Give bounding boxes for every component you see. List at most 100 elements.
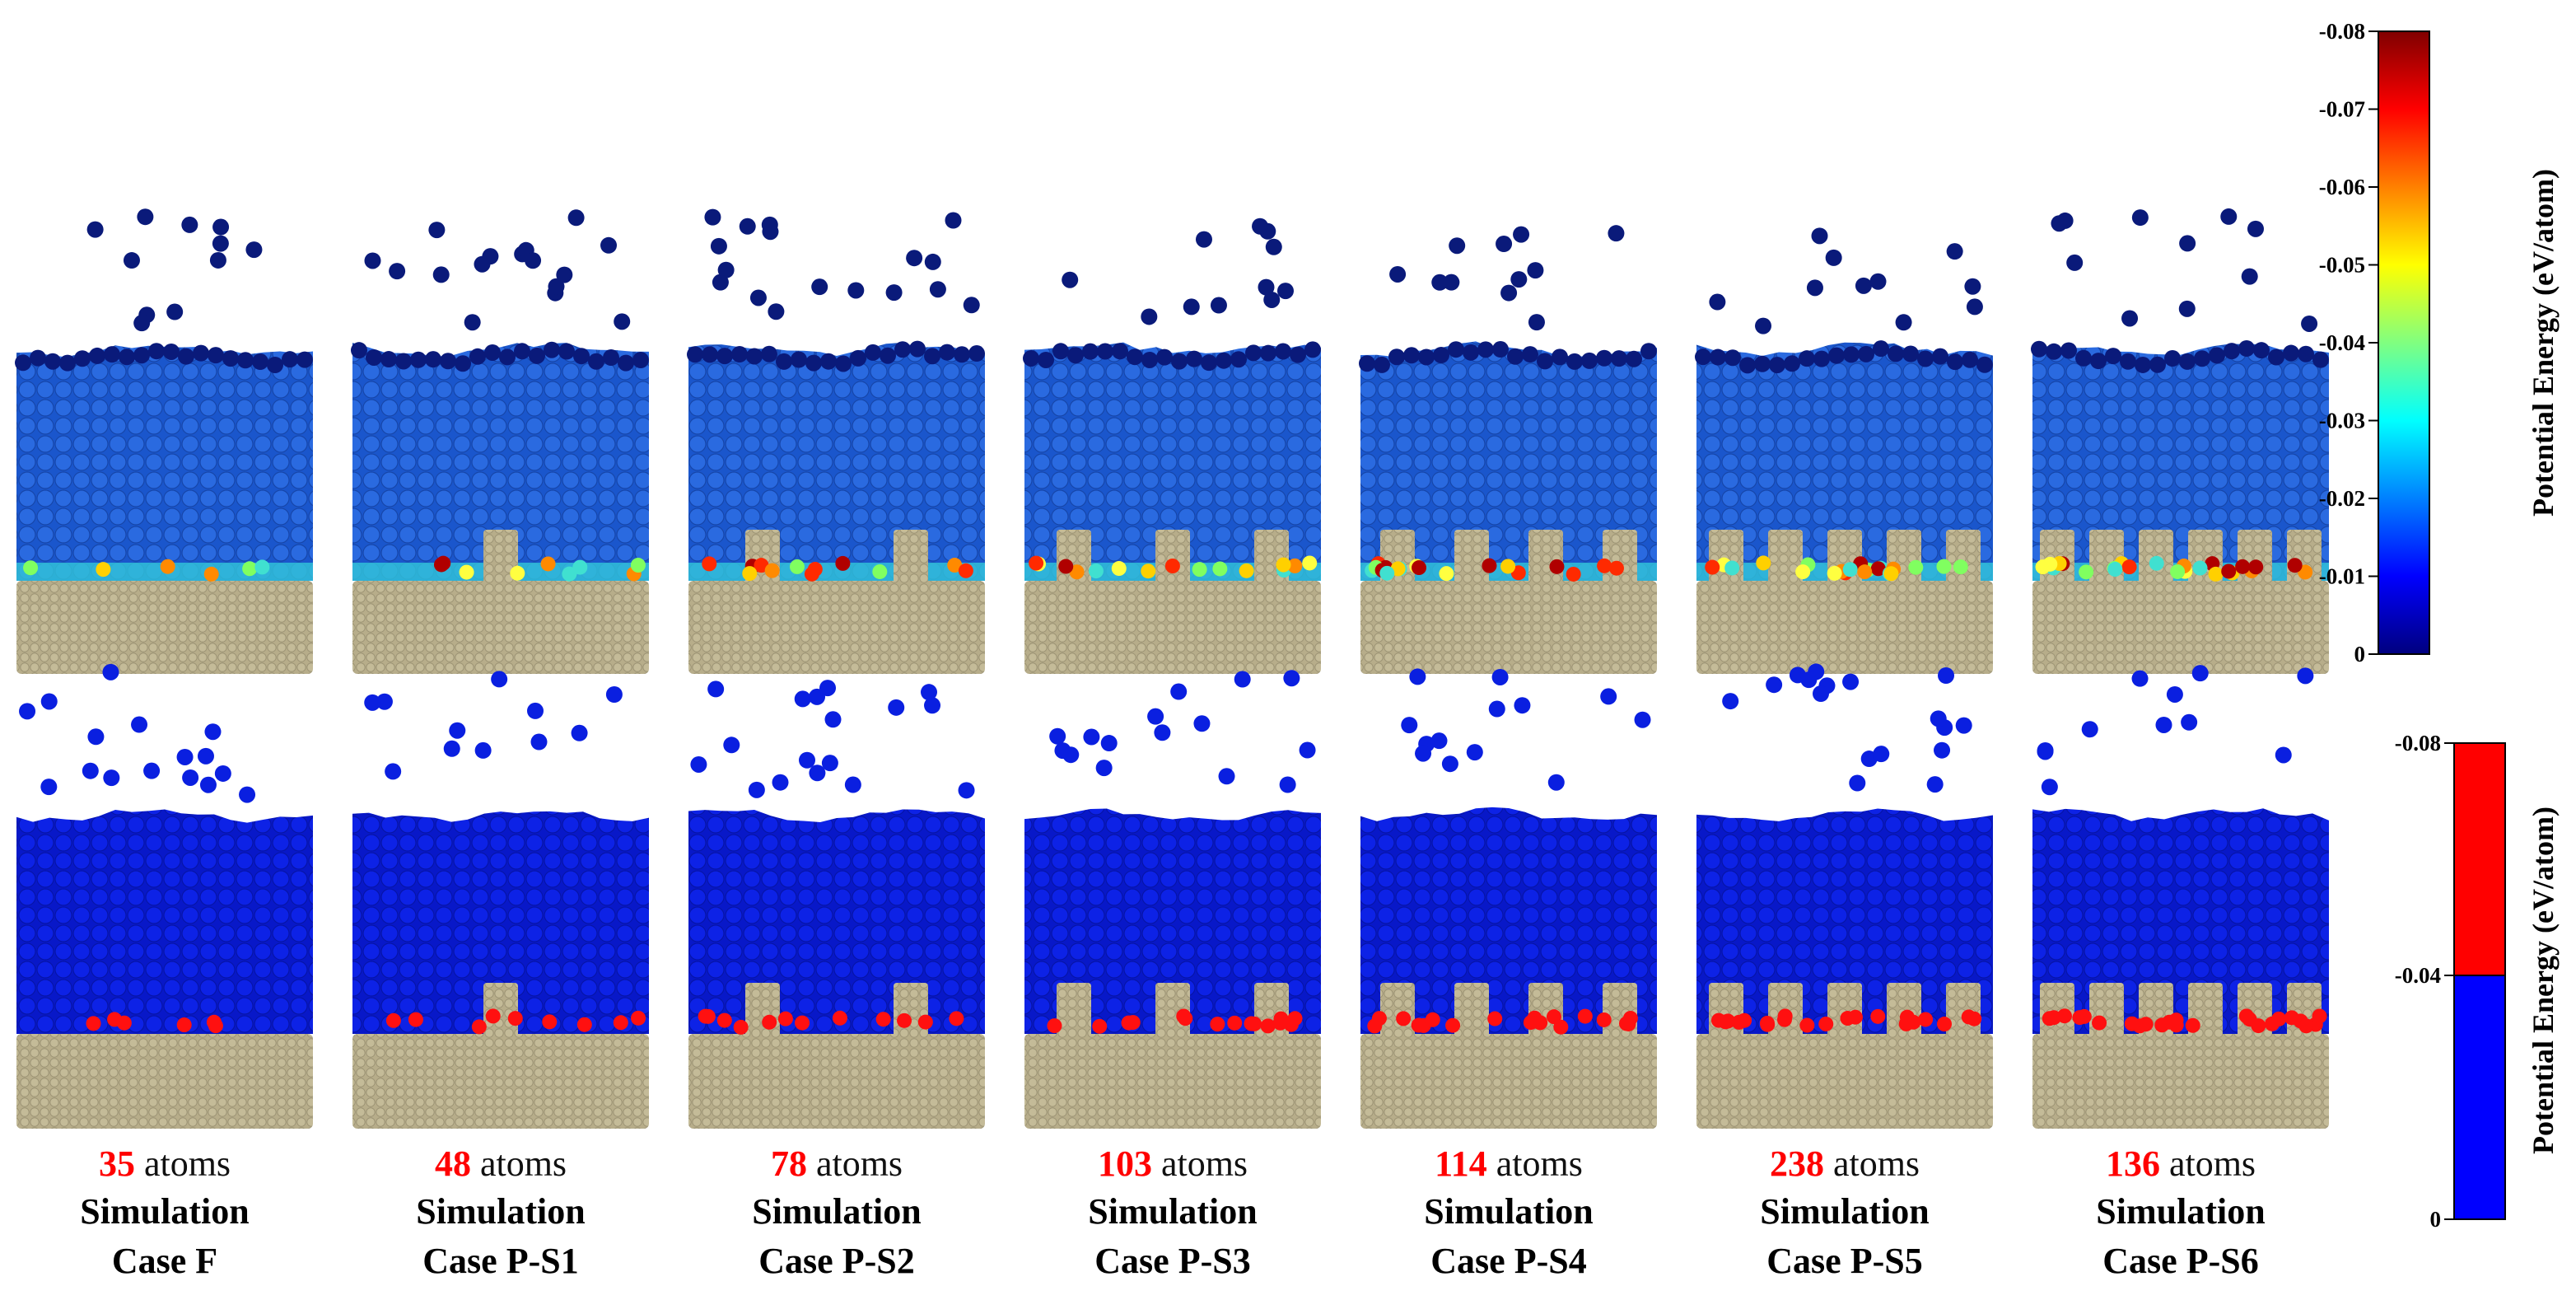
surface-atom [1947, 353, 1963, 371]
vapor-atom [2121, 310, 2139, 327]
interface-atom [116, 1015, 132, 1031]
substrate [2032, 1034, 2329, 1129]
interface-atom [2284, 1010, 2299, 1026]
interface-atom [2042, 556, 2058, 572]
surface-atom [2224, 343, 2240, 360]
vapor-atom [1389, 265, 1407, 283]
interface-atom [2042, 1011, 2057, 1026]
interface-atom [875, 1012, 891, 1027]
case-caption: 48 atoms Simulation Case P-S1 [377, 1141, 624, 1286]
vapor-atom [920, 684, 937, 701]
surface-atom [791, 351, 807, 368]
colorbar-binary-title: Potential Energy (eV/atom) [2527, 807, 2560, 1154]
interface-atom [385, 1012, 401, 1028]
colorbar-tick-label: -0.08 [2395, 731, 2441, 755]
vapor-atom [548, 278, 565, 295]
interface-atom [1379, 565, 1395, 581]
substrate [1696, 581, 1993, 674]
surface-atom [178, 348, 194, 365]
case-label-line1: Simulation [1760, 1191, 1930, 1232]
vapor-atom [137, 208, 154, 226]
vapor-atom [1062, 271, 1079, 288]
vapor-atom [1873, 746, 1890, 763]
vapor-atom [2131, 209, 2149, 227]
surface-atom [1359, 355, 1375, 372]
vapor-atom [364, 252, 381, 269]
surface-atom [529, 347, 545, 364]
colorbar-continuous-title: Potential Energy (eV/atom) [2527, 169, 2560, 517]
interface-atom [1029, 555, 1044, 571]
vapor-atom [600, 236, 618, 254]
surface-atom [1784, 355, 1800, 372]
interface-atom [733, 1019, 749, 1035]
colorbar-tick-label: -0.08 [2319, 19, 2365, 44]
surface-atom [2105, 348, 2121, 365]
vapor-atom [103, 769, 120, 787]
substrate-pillar [483, 983, 518, 1037]
interface-atom [203, 566, 219, 582]
interface-atom [1487, 1011, 1503, 1026]
interface-atom [613, 1015, 628, 1031]
surface-atom [1932, 348, 1948, 365]
interface-atom [1596, 1012, 1612, 1027]
vapor-atom [1709, 293, 1726, 311]
vapor-atom [1283, 670, 1300, 687]
interface-atom [835, 555, 851, 571]
atom-unit: atoms [1151, 1143, 1248, 1184]
vapor-atom [571, 724, 588, 741]
interface-atom [408, 1012, 423, 1027]
liquid-layer [352, 343, 649, 581]
substrate [688, 581, 985, 674]
vapor-atom [181, 216, 198, 233]
vapor-atom [2247, 220, 2264, 237]
vapor-atom [906, 250, 923, 267]
interface-atom [2312, 1008, 2327, 1024]
vapor-atom [123, 252, 140, 269]
substrate-pillar [1454, 530, 1489, 584]
surface-atom [746, 348, 763, 365]
interface-atom [1141, 563, 1156, 579]
interface-atom [576, 1017, 592, 1032]
colorbar-tick-label: -0.01 [2319, 564, 2365, 589]
interface-atom [1608, 560, 1624, 576]
case-label-line1: Simulation [80, 1191, 250, 1232]
vapor-atom [1608, 225, 1625, 242]
vapor-atom [449, 722, 466, 739]
case-caption: 35 atoms Simulation Case F [41, 1141, 288, 1286]
surface-atom [1433, 347, 1449, 364]
surface-atom [1403, 347, 1420, 364]
vapor-atom [799, 751, 816, 769]
substrate-pillar [1768, 530, 1803, 584]
vapor-atom [1210, 297, 1227, 314]
vapor-atom [133, 315, 151, 332]
atom-count: 103 [1097, 1143, 1152, 1184]
vapor-atom [1443, 274, 1460, 291]
interface-atom [507, 1011, 523, 1026]
surface-atom [1492, 341, 1509, 358]
surface-atom [1813, 350, 1830, 367]
surface-atom [59, 354, 76, 372]
surface-atom [267, 357, 283, 374]
vapor-atom [1488, 700, 1505, 718]
vapor-atom [1869, 273, 1887, 290]
surface-atom [484, 344, 501, 361]
vapor-atom [2301, 315, 2318, 332]
surface-atom [2164, 349, 2181, 367]
vapor-atom [209, 251, 226, 269]
interface-atom [947, 558, 963, 573]
interface-atom [562, 566, 577, 582]
vapor-atom [1183, 298, 1200, 316]
interface-atom [254, 559, 270, 575]
interface-atom [1047, 1018, 1062, 1034]
vapor-atom [1930, 710, 1947, 727]
vapor-atom [2181, 713, 2198, 731]
interface-atom [2235, 559, 2251, 574]
vapor-atom [924, 697, 941, 714]
vapor-atom [768, 303, 785, 320]
surface-atom [282, 351, 298, 368]
surface-atom [865, 344, 881, 361]
surface-atom [1566, 353, 1583, 370]
vapor-atom [761, 216, 778, 233]
surface-atom [805, 354, 822, 372]
surface-atom [1626, 350, 1642, 367]
